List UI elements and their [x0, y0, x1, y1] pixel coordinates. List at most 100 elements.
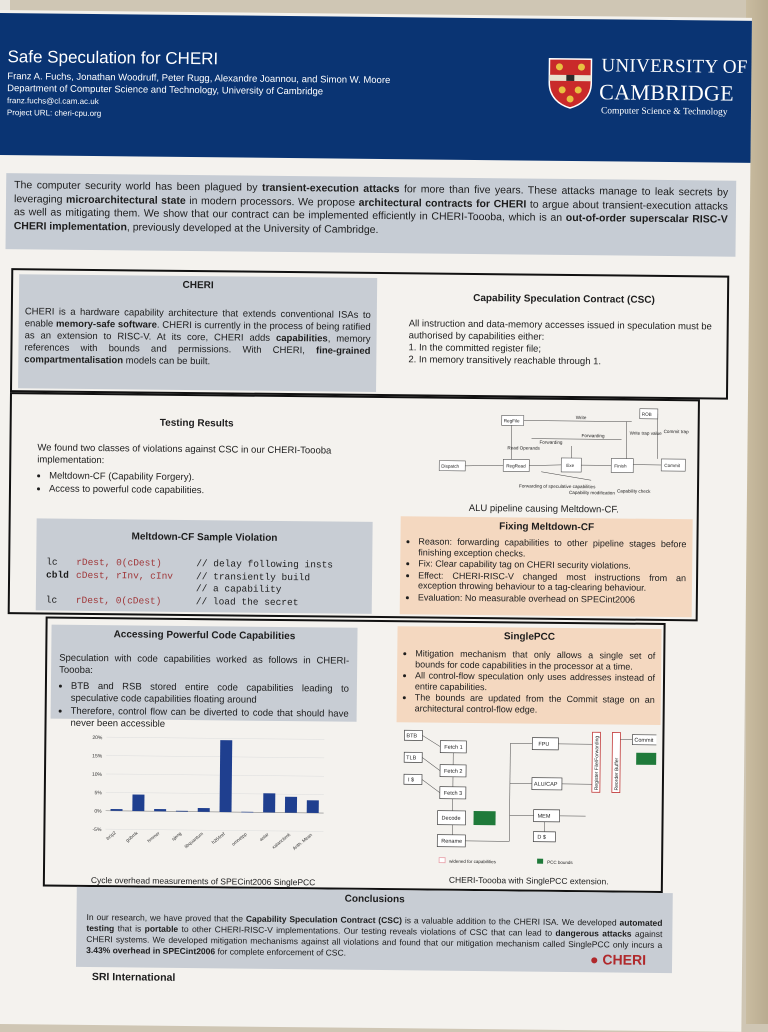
dcache-label: D $	[537, 835, 546, 841]
cheri-section: CHERI CHERI is a hardware capability arc…	[10, 268, 729, 400]
singlepcc-list: Mitigation mechanism that only allows a …	[403, 648, 656, 716]
fixing-title: Fixing Meltdown-CF	[407, 520, 687, 535]
singlepcc-panel: SinglePCC Mitigation mechanism that only…	[397, 626, 662, 725]
alucap-label: ALU/CAP	[534, 782, 558, 788]
meltdown-title: Meltdown-CF Sample Violation	[46, 531, 362, 546]
forwarding-label-2: Forwarding	[539, 440, 562, 445]
write-label: Write	[576, 415, 587, 420]
x-tick-label: astar	[258, 831, 269, 842]
dispatch-label: Dispatch	[441, 464, 459, 469]
bar-sjeng	[176, 811, 188, 812]
csc-panel: Capability Speculation Contract (CSC) Al…	[408, 292, 719, 391]
access-list: BTB and RSB stored entire code capabilit…	[58, 681, 348, 733]
mem-label: MEM	[538, 814, 551, 820]
x-tick-label: gobmk	[125, 830, 139, 843]
x-tick-label: hmmer	[146, 830, 161, 843]
bar-bzip2	[111, 809, 123, 811]
alu-pipeline-diagram: RegFile Write ROB Forwarding Forwarding …	[431, 403, 692, 502]
conclusions-panel: Conclusions In our research, we have pro…	[76, 887, 673, 973]
cheri-logo: ● CHERI	[590, 951, 646, 968]
bar-h264ref	[220, 740, 233, 812]
cap-mod-label: Capability modification	[569, 490, 615, 495]
department-subtitle: Computer Science & Technology	[601, 106, 728, 117]
poster: Safe Speculation for CHERI Franz A. Fuch…	[0, 10, 752, 1032]
cheri-logo-icon: ●	[590, 951, 599, 967]
legend-pcc-swatch	[537, 859, 543, 864]
x-tick-label: sjeng	[171, 831, 183, 842]
cheri-panel: CHERI CHERI is a hardware capability arc…	[18, 274, 377, 392]
fpu-label: FPU	[538, 742, 549, 748]
legend-pcc-label: PCC bounds	[547, 860, 573, 865]
commit-label: Commit	[664, 463, 681, 468]
bar-hmmer	[154, 809, 166, 811]
gridline	[106, 774, 324, 776]
fetch3-label: Fetch 3	[444, 791, 462, 797]
poster-header: Safe Speculation for CHERI Franz A. Fuch…	[0, 13, 752, 163]
access-panel: Accessing Powerful Code Capabilities Spe…	[51, 625, 358, 722]
testing-item: Access to powerful code capabilities.	[49, 484, 355, 499]
finish-label: Finish	[614, 463, 627, 468]
bar-gobmk	[132, 794, 144, 811]
access-title: Accessing Powerful Code Capabilities	[59, 629, 349, 644]
cambridge-crest-icon	[547, 57, 594, 109]
rob-label: ROB	[642, 412, 652, 417]
pcc-bounds-block	[473, 811, 495, 825]
cap-check-label: Capability check	[617, 488, 651, 493]
regfile-fwd-label: Register File/Forwarding	[594, 736, 601, 791]
commit-trap-label: Commit trap	[664, 429, 690, 434]
csc-title: Capability Speculation Contract (CSC)	[409, 292, 719, 307]
rename-label: Rename	[441, 839, 462, 845]
testing-list: Meltdown-CF (Capability Forgery). Access…	[37, 470, 355, 498]
access-item: BTB and RSB stored entire code capabilit…	[71, 681, 349, 708]
bar-arith-mean	[307, 800, 319, 813]
x-tick-label: libquantum	[184, 831, 205, 849]
access-text: Speculation with code capabilities worke…	[59, 653, 349, 680]
singlepcc-caption: CHERI-Toooba with SinglePCC extension.	[449, 875, 609, 887]
y-tick-label: 20%	[92, 735, 103, 741]
gridline	[106, 756, 324, 758]
icache-label: I $	[408, 777, 414, 783]
legend-widened-label: widened for capabilities	[449, 859, 497, 864]
x-tick-label: bzip2	[105, 830, 117, 841]
fixing-item: Effect: CHERI-RISC-V changed most instru…	[418, 570, 686, 594]
author-block: Franz A. Fuchs, Jonathan Woodruff, Peter…	[7, 71, 391, 123]
university-name-line1: UNIVERSITY OF	[601, 55, 747, 79]
testing-section: Testing Results We found two classes of …	[8, 392, 700, 621]
y-tick-label: 5%	[95, 790, 103, 796]
cheri-title: CHERI	[25, 278, 371, 294]
bar-astar	[263, 793, 275, 812]
x-tick-label: Arith. Mean	[292, 832, 314, 851]
commit-stage-label: Commit	[634, 738, 653, 744]
fixing-item: Evaluation: No measurable overhead on SP…	[418, 592, 686, 605]
pcc-bounds-block-commit	[636, 753, 656, 765]
y-tick-label: 10%	[92, 772, 103, 778]
reorder-buffer-label: Reorder Buffer	[614, 757, 620, 790]
gridline	[106, 792, 324, 794]
y-tick-label: 0%	[94, 809, 102, 815]
legend-widened-swatch	[439, 858, 445, 863]
exe-label: Exe	[566, 463, 574, 468]
csc-item-2: 2. In memory transitively reachable thro…	[408, 354, 718, 369]
testing-text: We found two classes of violations again…	[37, 442, 355, 469]
chart-caption: Cycle overhead measurements of SPECint20…	[91, 875, 316, 887]
forwarding-label: Forwarding	[582, 433, 605, 438]
singlepcc-item: The bounds are updated from the Commit s…	[415, 692, 655, 716]
csc-text: All instruction and data-memory accesses…	[409, 318, 719, 345]
read-operands-label: Read Operands	[507, 445, 540, 450]
bar-libquantum	[198, 808, 210, 812]
university-name-line2: CAMBRIDGE	[599, 79, 734, 106]
testing-panel: Testing Results We found two classes of …	[37, 416, 356, 509]
y-tick-label: -5%	[92, 827, 102, 833]
singlepcc-item: Mitigation mechanism that only allows a …	[415, 648, 655, 672]
poster-title: Safe Speculation for CHERI	[7, 47, 218, 69]
intro-abstract: The computer security world has been pla…	[5, 173, 736, 257]
access-section: Accessing Powerful Code Capabilities Spe…	[43, 617, 666, 893]
x-tick-label: h264ref	[211, 831, 227, 845]
fwd-spec-label: Forwarding of speculative capabilities	[519, 483, 596, 489]
decode-label: Decode	[442, 816, 461, 822]
y-tick-label: 15%	[92, 753, 103, 759]
regfile-label: RegFile	[504, 418, 520, 423]
